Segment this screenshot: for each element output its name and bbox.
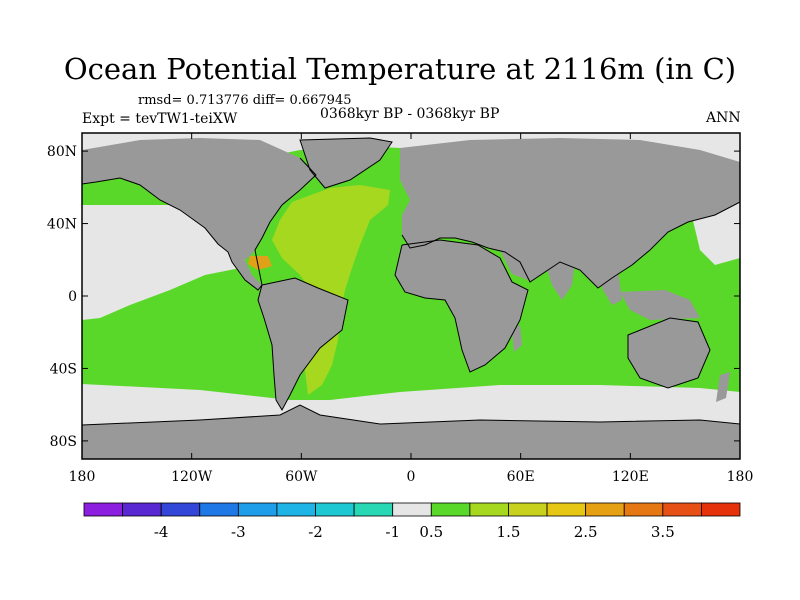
stats-text: rmsd= 0.713776 diff= 0.667945 xyxy=(138,93,352,108)
y-tick-label: 80N xyxy=(47,144,77,160)
colorbar-box xyxy=(508,502,548,517)
axis-ticks: 180 120W 60W 0 60E 120E 180 80N 40N 0 40S 80S xyxy=(47,133,753,485)
colorbar-box xyxy=(353,502,394,517)
y-tick-label: 80S xyxy=(50,434,77,450)
colorbar-box xyxy=(469,502,509,517)
colorbar-label: -2 xyxy=(308,523,323,541)
southeast-asia xyxy=(598,270,622,305)
x-tick-label: 120E xyxy=(612,469,649,485)
caribbean-anomaly xyxy=(248,256,272,270)
india xyxy=(545,262,575,300)
x-tick-label: 120W xyxy=(171,469,213,485)
colorbar-box xyxy=(623,502,664,517)
x-tick-label: 180 xyxy=(69,469,96,485)
land-masses xyxy=(82,138,740,459)
north-america xyxy=(82,138,316,262)
indonesia xyxy=(620,290,700,320)
colorbar-box xyxy=(701,502,741,517)
greenland xyxy=(300,138,392,188)
new-zealand xyxy=(716,372,730,402)
colorbar-box xyxy=(662,502,702,517)
south-america xyxy=(258,278,348,410)
x-tick-label: 60E xyxy=(507,469,535,485)
period-label: 0368kyr BP - 0368kyr BP xyxy=(320,106,500,122)
colorbar-box xyxy=(430,502,471,517)
colorbar-box xyxy=(315,502,355,517)
x-tick-label: 180 xyxy=(727,469,754,485)
y-tick-label: 0 xyxy=(68,289,77,305)
colorbar-box xyxy=(546,502,587,517)
map-title: Ocean Potential Temperature at 2116m (in… xyxy=(63,52,737,86)
x-tick-label: 0 xyxy=(407,469,416,485)
colorbar-box xyxy=(276,502,316,517)
x-tick-label: 60W xyxy=(285,469,318,485)
colorbar-label: 2.5 xyxy=(574,523,598,541)
australia xyxy=(628,318,710,388)
colorbar-box xyxy=(199,502,239,517)
colorbar-label: 1.5 xyxy=(497,523,521,541)
colorbar-label: 0.5 xyxy=(419,523,443,541)
colorbar: -4 -3 -2 -1 0.5 1.5 2.5 3.5 xyxy=(83,502,741,541)
colorbar-box xyxy=(83,502,123,517)
colorbar-box xyxy=(237,502,278,517)
y-tick-label: 40S xyxy=(50,361,77,377)
colorbar-label: -4 xyxy=(154,523,169,541)
colorbar-box xyxy=(122,502,162,517)
central-america xyxy=(232,260,262,290)
eurasia xyxy=(400,138,740,288)
madagascar xyxy=(512,325,522,352)
y-tick-label: 40N xyxy=(47,217,77,233)
atlantic-anomaly xyxy=(272,185,390,395)
colorbar-box xyxy=(585,502,625,517)
colorbar-label: -1 xyxy=(385,523,400,541)
colorbar-box xyxy=(160,502,201,517)
antarctica xyxy=(82,405,740,459)
experiment-label: Expt = tevTW1-teiXW xyxy=(82,111,238,127)
season-label: ANN xyxy=(706,110,741,126)
colorbar-label: -3 xyxy=(231,523,246,541)
coastlines xyxy=(81,137,741,426)
africa xyxy=(395,240,528,372)
colorbar-label: 3.5 xyxy=(651,523,675,541)
colorbar-box xyxy=(392,502,432,517)
